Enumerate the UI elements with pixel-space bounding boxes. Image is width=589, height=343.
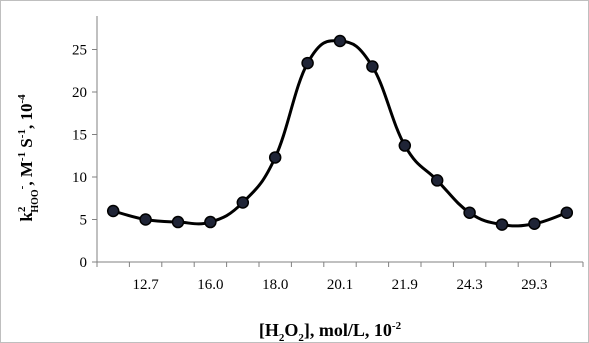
data-point (268, 151, 282, 164)
series-line (112, 39, 568, 228)
data-point (366, 60, 379, 73)
y-tick-label: 10 (72, 170, 87, 186)
y-tick-label: 5 (80, 213, 88, 229)
data-point (204, 215, 217, 229)
y-tick-label: 25 (72, 43, 87, 59)
data-point (171, 215, 185, 229)
x-tick-label: 12.7 (132, 277, 159, 293)
y-axis-title: k2 HOO-, M-1 S-1, 10-4 (16, 94, 41, 222)
data-point (398, 139, 412, 152)
x-tick-label: 21.9 (392, 277, 418, 293)
y-tick-labels: 0 5 10 15 20 25 (72, 43, 87, 272)
data-point (430, 174, 444, 187)
y-tick-label: 15 (72, 128, 87, 144)
y-tick-label: 0 (80, 255, 88, 271)
data-point (301, 56, 314, 70)
x-tick-label: 16.0 (197, 277, 223, 293)
data-point (139, 213, 152, 226)
data-point (560, 206, 574, 219)
data-markers (106, 34, 574, 231)
x-tick-label: 29.3 (521, 277, 547, 293)
data-point (106, 204, 120, 218)
x-axis-title: [H2O2], mol/L, 10-2 (259, 320, 402, 343)
data-point (463, 206, 476, 219)
x-tick-label: 24.3 (456, 277, 482, 293)
data-point (333, 34, 347, 48)
data-point (495, 218, 509, 231)
x-tick-label: 18.0 (262, 277, 288, 293)
x-tick-labels: 12.7 16.0 18.0 20.1 21.9 24.3 29.3 (132, 277, 547, 293)
data-point (236, 196, 250, 209)
x-tick-label: 20.1 (327, 277, 353, 293)
y-tick-label: 20 (72, 85, 87, 101)
axes (92, 16, 584, 267)
data-point (528, 217, 541, 230)
